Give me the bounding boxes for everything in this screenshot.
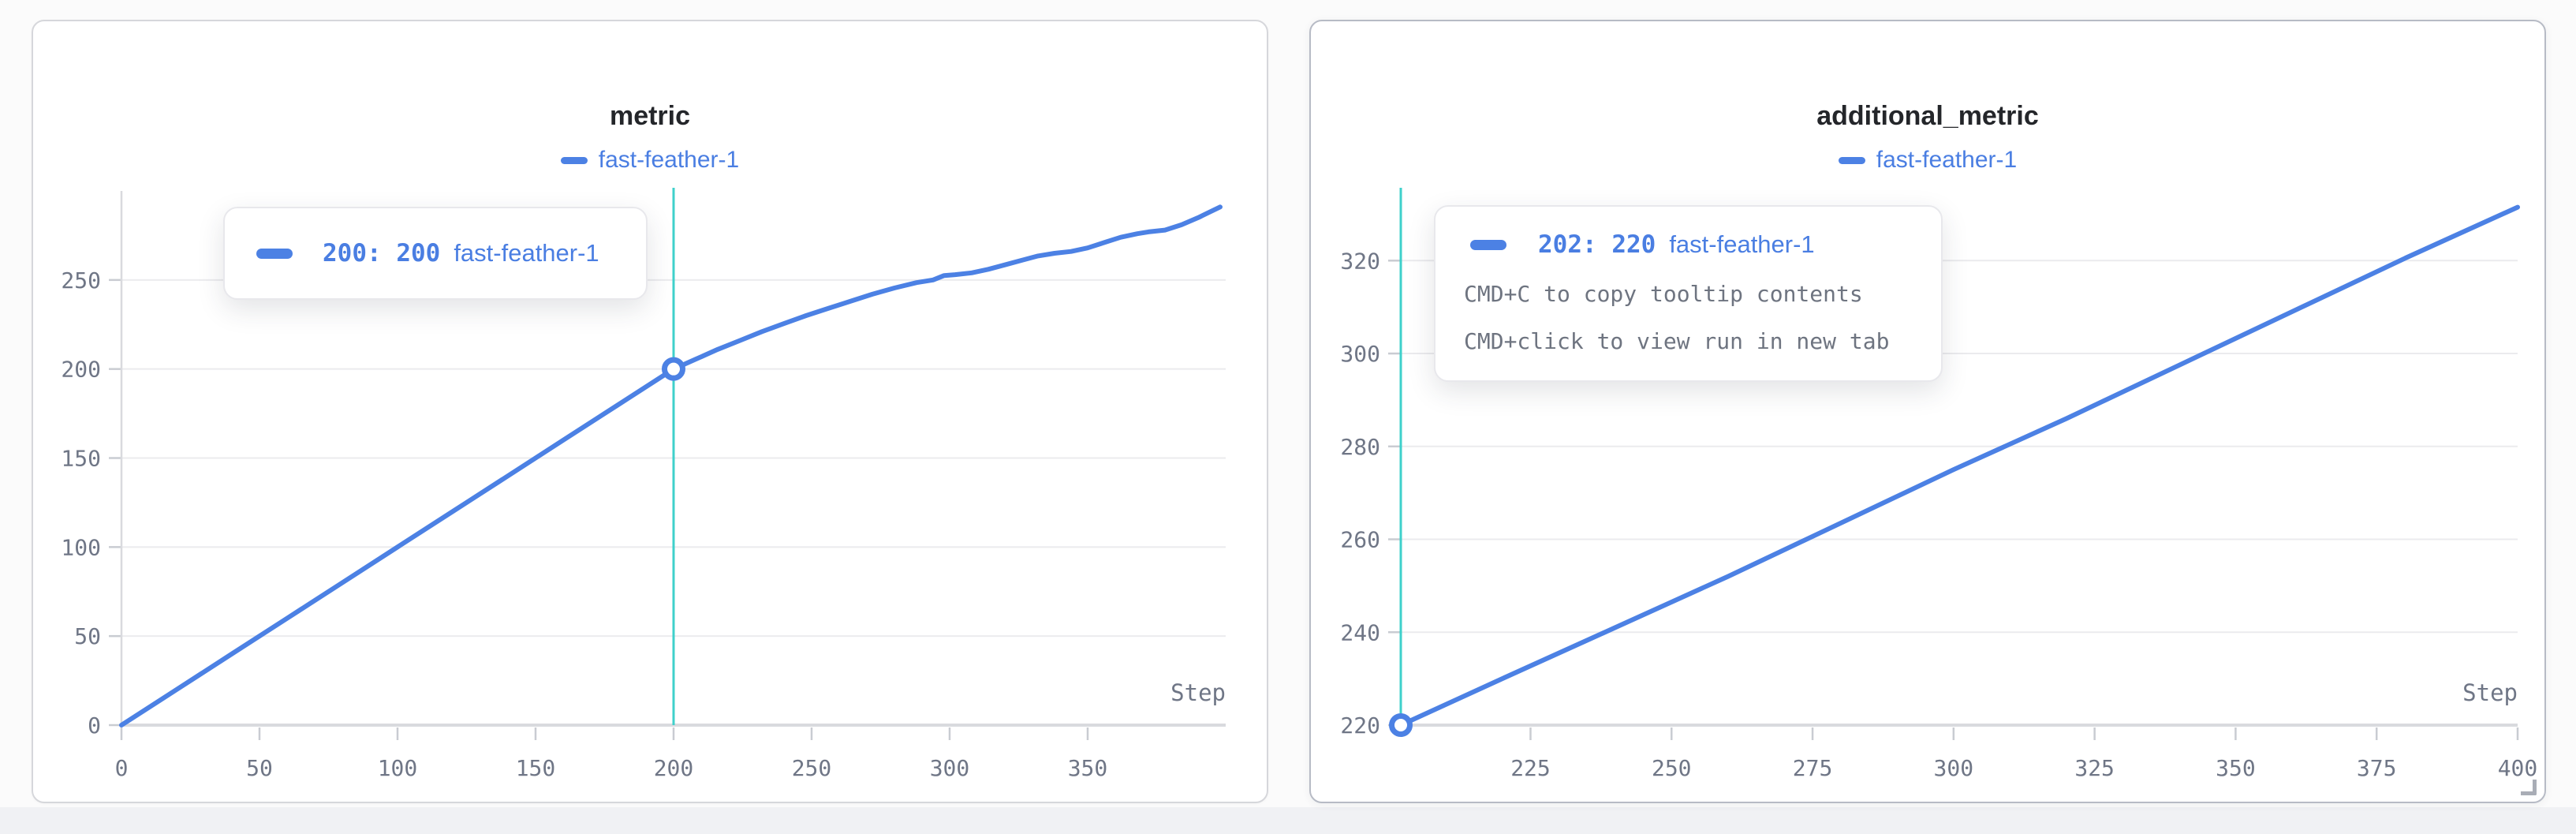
svg-text:240: 240	[1340, 619, 1380, 645]
page-bottom-strip	[0, 807, 2576, 834]
svg-text:250: 250	[1652, 755, 1692, 781]
svg-text:220: 220	[1340, 712, 1380, 739]
svg-text:250: 250	[61, 267, 101, 294]
svg-text:300: 300	[1340, 341, 1380, 367]
legend-label: fast-feather-1	[598, 147, 740, 173]
panel-title: additional_metric	[1816, 101, 2039, 131]
panel-title: metric	[609, 101, 691, 131]
tooltip-run-name: fast-feather-1	[1669, 230, 1815, 258]
tooltip-step-value: 200: 200	[323, 239, 441, 267]
tooltip-hint-click: CMD+click to view run in new tab	[1464, 328, 1890, 354]
svg-text:150: 150	[516, 755, 556, 781]
svg-text:300: 300	[930, 755, 970, 781]
tooltip-run-name: fast-feather-1	[454, 239, 599, 267]
legend: fast-feather-1	[1311, 146, 2544, 174]
svg-text:325: 325	[2074, 755, 2115, 781]
x-axis-label: Step	[2462, 679, 2518, 706]
series-dash-icon	[560, 156, 588, 164]
svg-text:150: 150	[61, 446, 101, 472]
legend-item[interactable]: fast-feather-1	[560, 147, 740, 174]
resize-handle-icon[interactable]	[2521, 780, 2537, 795]
additional-metric-line-chart[interactable]: 220 240 260 280 300 320 225 250 275 300 325 350 375 4…	[1311, 21, 2548, 805]
legend: fast-feather-1	[33, 146, 1267, 174]
svg-text:300: 300	[1934, 755, 1974, 781]
svg-text:375: 375	[2357, 755, 2397, 781]
svg-text:250: 250	[792, 755, 832, 781]
metric-panel[interactable]: 0 50 100 150 200 250 0 50 100 150 200 250 300 350 met…	[32, 20, 1268, 803]
svg-text:350: 350	[2216, 755, 2256, 781]
svg-text:225: 225	[1510, 755, 1551, 781]
svg-text:280: 280	[1340, 434, 1380, 460]
svg-text:0: 0	[115, 755, 129, 781]
svg-text:350: 350	[1068, 755, 1108, 781]
svg-text:275: 275	[1793, 755, 1833, 781]
legend-item[interactable]: fast-feather-1	[1838, 147, 2018, 174]
svg-text:50: 50	[246, 755, 273, 781]
tooltip-step-value: 202: 220	[1538, 230, 1656, 259]
svg-text:0: 0	[88, 712, 101, 739]
tooltip-hint-copy: CMD+C to copy tooltip contents	[1464, 281, 1863, 307]
svg-text:200: 200	[61, 357, 101, 383]
svg-text:200: 200	[654, 755, 694, 781]
additional-metric-panel[interactable]: 220 240 260 280 300 320 225 250 275 300 325 350 375 4…	[1309, 20, 2546, 803]
series-dash-icon	[256, 248, 293, 259]
svg-text:400: 400	[2498, 755, 2538, 781]
legend-label: fast-feather-1	[1876, 147, 2018, 173]
chart-tooltip: 200: 200 fast-feather-1	[223, 207, 648, 300]
svg-text:100: 100	[378, 755, 418, 781]
chart-tooltip: 202: 220 fast-feather-1 CMD+C to copy to…	[1434, 205, 1943, 382]
series-dash-icon	[1470, 239, 1506, 250]
series-dash-icon	[1838, 156, 1865, 164]
svg-text:260: 260	[1340, 527, 1380, 553]
svg-text:320: 320	[1340, 248, 1380, 274]
svg-text:50: 50	[74, 623, 101, 649]
x-axis-label: Step	[1170, 679, 1226, 706]
svg-text:100: 100	[61, 534, 101, 560]
